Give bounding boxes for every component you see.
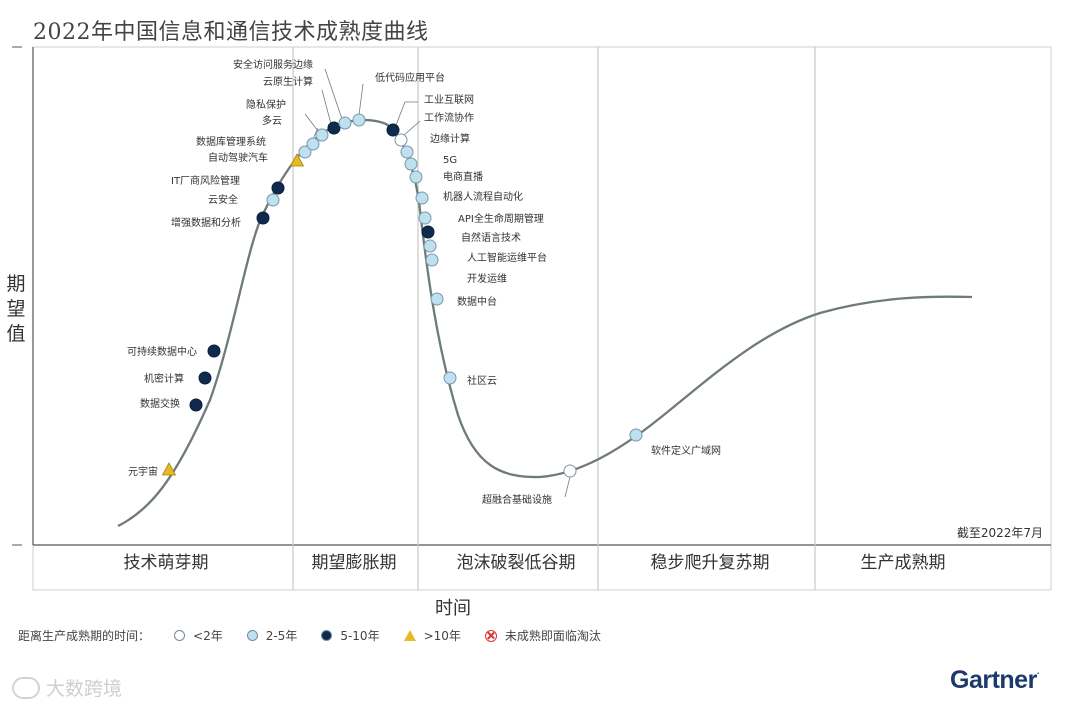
legend-item-5to10: 5-10年 (321, 627, 380, 644)
legend-item-gt10: >10年 (403, 627, 461, 644)
tech-label: 开发运维 (467, 272, 507, 285)
tech-label: 机密计算 (144, 372, 184, 385)
tech-marker-7: IT厂商风险管理 (171, 174, 285, 195)
phase-label-1: 技术萌芽期 (124, 553, 209, 573)
tech-marker-12: 云原生计算 (263, 75, 341, 135)
tech-marker-19: 电商直播 (409, 170, 483, 184)
legend: 距离生产成熟期的时间： <2年 2-5年 5-10年 >10年 未成熟即面临淘汰 (18, 627, 601, 644)
tech-label: 工业互联网 (424, 94, 474, 106)
y-axis-label-char: 值 (6, 323, 25, 345)
tech-label: 多云 (262, 114, 282, 127)
tech-marker-11: 隐私保护 (246, 98, 329, 142)
tech-marker-3: 机密计算 (144, 371, 212, 385)
x-axis-label: 时间 (435, 598, 471, 619)
legend-navy-circle-icon (321, 630, 333, 641)
phase-label-3: 泡沫破裂低谷期 (457, 553, 576, 573)
legend-red-x-circle-icon (484, 629, 497, 642)
phase-label-2: 期望膨胀期 (312, 553, 397, 573)
phase-label-4: 稳步爬升复苏期 (651, 553, 770, 573)
tech-marker-18: 5G (404, 155, 457, 171)
tech-label: 安全访问服务边缘 (233, 58, 313, 71)
tech-label: 社区云 (467, 374, 497, 387)
tech-marker-1: 元宇宙 (128, 462, 177, 478)
tech-label: 自然语言技术 (461, 231, 521, 244)
tech-marker-17: 边缘计算 (400, 132, 470, 159)
tech-label: 电商直播 (443, 170, 483, 183)
tech-label: 低代码应用平台 (375, 71, 445, 84)
tech-marker-8: 自动驾驶汽车 (208, 151, 305, 167)
tech-marker-20: 机器人流程自动化 (415, 190, 523, 205)
tech-marker-22: 自然语言技术 (421, 225, 521, 244)
tech-label: 边缘计算 (430, 132, 470, 145)
tech-label: 可持续数据中心 (127, 345, 197, 358)
tech-marker-21: API全生命周期管理 (418, 211, 544, 225)
tech-marker-26: 社区云 (443, 371, 497, 387)
tech-label: 数据库管理系统 (196, 135, 266, 148)
tech-marker-23: 人工智能运维平台 (423, 239, 547, 264)
tech-label: 机器人流程自动化 (443, 190, 523, 203)
tech-label: 云原生计算 (263, 75, 313, 88)
tech-label: IT厂商风险管理 (171, 174, 240, 187)
tech-marker-25: 数据中台 (430, 292, 497, 308)
legend-light-blue-circle-icon (246, 630, 258, 641)
as-of-note: 截至2022年7月 (957, 526, 1043, 540)
tech-label: 隐私保护 (246, 98, 286, 111)
tech-marker-5: 增强数据和分析 (171, 211, 270, 229)
tech-label: 工作流协作 (424, 111, 474, 124)
tech-marker-2: 数据交换 (140, 397, 203, 412)
legend-white-circle-icon (174, 630, 186, 641)
phase-label-5: 生产成熟期 (861, 552, 946, 573)
legend-item-lt2: <2年 (174, 627, 223, 644)
tech-marker-9: 数据库管理系统 (196, 135, 312, 159)
tech-label: 数据交换 (140, 397, 180, 410)
tech-label: 自动驾驶汽车 (208, 151, 268, 164)
tech-label: 增强数据和分析 (171, 216, 241, 229)
tech-marker-13: 安全访问服务边缘 (233, 58, 352, 130)
gartner-logo: Gartner. (950, 666, 1039, 694)
tech-label: 软件定义广域网 (651, 444, 721, 457)
tech-label: 元宇宙 (128, 465, 158, 478)
tech-marker-28: 软件定义广域网 (629, 428, 721, 457)
tech-label: 5G (443, 155, 457, 166)
tech-label: 超融合基础设施 (482, 493, 552, 506)
tech-marker-14: 低代码应用平台 (352, 71, 445, 127)
watermark: 大数跨境 (12, 674, 122, 701)
tech-marker-6: 云安全 (208, 193, 280, 207)
legend-yellow-triangle-icon (403, 630, 416, 641)
tech-label: 云安全 (208, 193, 238, 206)
chart-title: 2022年中国信息和通信技术成熟度曲线 (33, 20, 429, 45)
tech-label: 人工智能运维平台 (467, 251, 547, 264)
tech-label: API全生命周期管理 (458, 212, 544, 225)
legend-item-obsolete: 未成熟即面临淘汰 (484, 627, 601, 644)
legend-title: 距离生产成熟期的时间： (18, 629, 151, 643)
tech-marker-24: 开发运维 (425, 253, 507, 285)
tech-label: 数据中台 (457, 295, 497, 308)
watermark-logo-icon (12, 676, 40, 699)
tech-marker-16: 工作流协作 (394, 111, 474, 147)
chart-frame (32, 46, 1052, 591)
y-axis-label-char: 期 (6, 273, 25, 295)
legend-item-2to5: 2-5年 (246, 627, 297, 644)
tech-marker-27: 超融合基础设施 (482, 464, 577, 506)
tech-marker-4: 可持续数据中心 (127, 344, 221, 358)
tech-marker-15: 工业互联网 (386, 94, 474, 137)
y-axis-label-char: 望 (6, 298, 25, 320)
